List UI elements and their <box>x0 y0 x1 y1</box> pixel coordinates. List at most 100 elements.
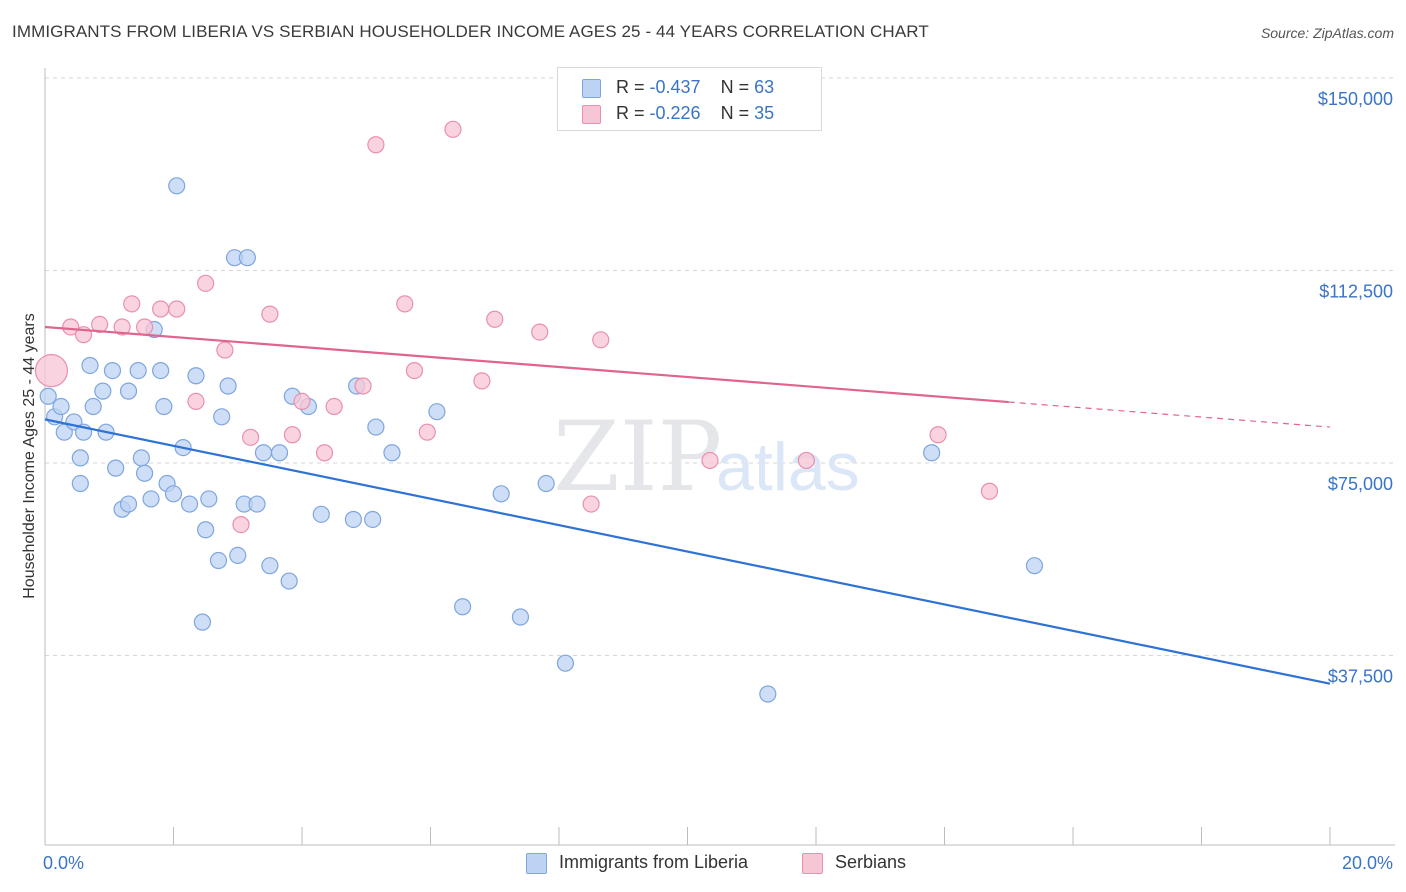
y-tick-label: $150,000 <box>1318 89 1393 109</box>
liberia-point <box>556 654 575 672</box>
liberia-point <box>168 177 186 195</box>
liberia-point <box>280 572 298 590</box>
y-axis-title: Householder Income Ages 25 - 44 years <box>21 313 38 599</box>
chart-title: IMMIGRANTS FROM LIBERIA VS SERBIAN HOUSE… <box>12 22 929 41</box>
liberia-point <box>119 495 138 513</box>
liberia-point <box>39 387 57 405</box>
liberia-point <box>119 382 138 400</box>
liberia-point <box>492 485 510 503</box>
y-tick-label: $37,500 <box>1328 667 1393 687</box>
serbian-point <box>34 354 69 388</box>
serbian-point <box>91 315 109 333</box>
liberia-point <box>229 546 247 565</box>
liberia-point <box>270 444 289 462</box>
serbian-point <box>242 428 260 446</box>
serbian-point <box>701 451 719 470</box>
liberia-point <box>132 449 150 467</box>
liberia-point <box>152 362 170 380</box>
serbian-point <box>152 300 170 318</box>
liberia-point <box>197 521 215 539</box>
liberia-point <box>94 382 112 400</box>
liberia-point <box>71 449 89 467</box>
liberia-point <box>155 397 173 416</box>
liberia-point <box>344 510 362 529</box>
liberia-point <box>238 249 256 267</box>
serbian-n-value: 35 <box>754 103 775 123</box>
liberia-point <box>428 403 446 421</box>
liberia-r-label: R = <box>616 77 650 97</box>
liberia-point <box>52 397 70 416</box>
correlation-legend: R = -0.437 N = 63 R = -0.226 N = 35 <box>557 67 822 131</box>
x-tick-label: 20.0% <box>1342 853 1393 873</box>
liberia-swatch <box>582 79 601 98</box>
bottom-serbian-swatch <box>802 853 823 874</box>
watermark-atlas: atlas <box>716 429 860 505</box>
liberia-point <box>200 490 218 508</box>
serbian-point <box>418 423 436 441</box>
points-layer <box>34 120 1044 703</box>
liberia-point <box>209 551 228 570</box>
trend-layer <box>44 325 1331 685</box>
liberia-point <box>107 459 125 477</box>
serbian-trend-line <box>44 325 1009 404</box>
serbian-point <box>367 136 385 154</box>
serbian-point <box>187 392 205 410</box>
serbian-point <box>582 495 600 513</box>
serbian-point <box>261 305 279 323</box>
serbian-r-label: R = <box>616 103 650 123</box>
liberia-point <box>537 474 555 493</box>
serbian-point <box>216 341 234 359</box>
source-credit: Source: ZipAtlas.com <box>1260 25 1394 41</box>
bottom-liberia-label: Immigrants from Liberia <box>559 852 749 872</box>
liberia-n-value: 63 <box>754 77 775 97</box>
serbian-point <box>315 444 334 462</box>
liberia-point <box>84 397 102 416</box>
liberia-point <box>511 608 530 626</box>
serbian-point <box>283 426 301 444</box>
liberia-point <box>142 490 160 508</box>
serbian-point <box>168 300 186 318</box>
serbian-n-label: N = <box>720 103 755 123</box>
serbian-point <box>113 318 131 336</box>
serbian-point <box>197 274 215 292</box>
liberia-point <box>312 505 330 523</box>
watermark-zip: ZIP <box>553 401 722 513</box>
serbian-point <box>396 295 414 313</box>
serbian-point <box>473 372 491 390</box>
liberia-point <box>261 557 279 575</box>
liberia-point <box>248 495 266 513</box>
x-tick-label: 0.0% <box>43 853 84 873</box>
serbian-point <box>405 362 424 380</box>
liberia-trend-line <box>44 418 1331 685</box>
serbian-point <box>929 426 947 444</box>
serbian-point <box>486 310 504 328</box>
liberia-point <box>180 495 199 513</box>
liberia-point <box>71 474 89 493</box>
liberia-point <box>1025 557 1044 575</box>
liberia-point <box>213 408 231 426</box>
grid-layer <box>45 77 1395 656</box>
liberia-point <box>254 444 273 462</box>
y-tick-label: $75,000 <box>1328 474 1393 494</box>
serbian-point <box>592 331 610 349</box>
serbian-point <box>980 482 999 500</box>
watermark-layer: ZIP atlas <box>553 401 860 513</box>
serbian-trend-extension <box>1008 401 1331 428</box>
liberia-point <box>454 598 472 616</box>
serbian-point <box>232 515 250 534</box>
y-tick-label: $112,500 <box>1319 282 1393 302</box>
liberia-point <box>81 356 99 375</box>
liberia-point <box>219 377 237 395</box>
bottom-liberia-swatch <box>526 853 547 874</box>
liberia-point <box>923 444 941 462</box>
liberia-point <box>759 685 777 703</box>
serbian-point <box>325 397 343 416</box>
serbian-point <box>123 295 141 313</box>
liberia-point <box>193 613 212 631</box>
axis-layer <box>44 68 1395 846</box>
liberia-point <box>383 444 401 462</box>
serbian-point <box>531 323 549 341</box>
bottom-serbian-label: Serbians <box>835 852 907 872</box>
serbian-r-value: -0.226 <box>649 103 701 123</box>
